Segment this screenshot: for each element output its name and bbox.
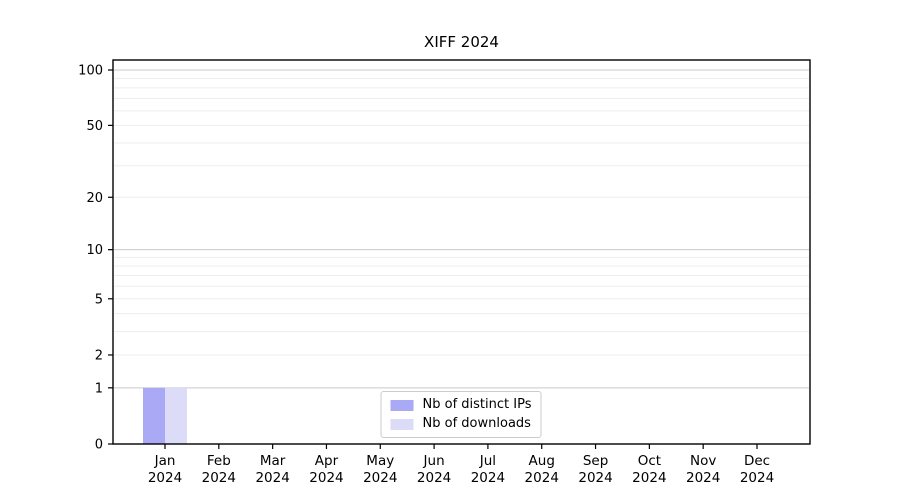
- x-tick-label-month: Oct: [638, 453, 661, 469]
- legend-swatch-downloads-icon: [390, 418, 414, 430]
- plot-frame: [112, 59, 811, 445]
- chart-title: XIFF 2024: [424, 33, 499, 51]
- x-tick-label-year: 2024: [525, 470, 559, 486]
- y-tick-label: 10: [86, 243, 103, 258]
- y-tick-label: 0: [95, 438, 103, 453]
- x-tick-label-year: 2024: [471, 470, 505, 486]
- x-tick-label-year: 2024: [632, 470, 666, 486]
- legend-swatch-distinct-ips-icon: [390, 399, 414, 411]
- legend-label: Nb of distinct IPs: [422, 397, 532, 412]
- x-tick-label-year: 2024: [255, 470, 289, 486]
- legend-item: Nb of distinct IPs: [390, 397, 532, 413]
- x-tick-label-month: Aug: [529, 453, 555, 469]
- x-tick-label-month: Jan: [154, 453, 176, 469]
- x-tick-label-month: Jun: [423, 453, 445, 469]
- y-tick-label: 2: [95, 348, 103, 363]
- y-tick-label: 50: [86, 119, 103, 134]
- x-tick-label-month: Jul: [479, 453, 496, 469]
- legend: Nb of distinct IPs Nb of downloads: [380, 391, 542, 438]
- legend-item: Nb of downloads: [390, 416, 532, 432]
- y-tick-label: 5: [95, 292, 103, 307]
- x-tick-label-month: Mar: [260, 453, 286, 469]
- x-tick-label-month: May: [366, 453, 394, 469]
- x-tick-label-month: Nov: [690, 453, 716, 469]
- y-tick-label: 100: [78, 64, 103, 79]
- x-tick-label-year: 2024: [363, 470, 397, 486]
- x-tick-label-month: Feb: [207, 453, 231, 469]
- x-tick-label-year: 2024: [202, 470, 236, 486]
- x-tick-label-year: 2024: [740, 470, 774, 486]
- y-tick-label: 1: [95, 381, 103, 396]
- x-tick-label-year: 2024: [578, 470, 612, 486]
- x-tick-label-month: Apr: [315, 453, 339, 469]
- bar-nb-of-downloads: [165, 387, 187, 444]
- x-tick-label-year: 2024: [148, 470, 182, 486]
- legend-label: Nb of downloads: [422, 416, 531, 431]
- x-tick-label-year: 2024: [417, 470, 451, 486]
- bar-nb-of-distinct-ips: [143, 387, 165, 444]
- x-tick-label-month: Sep: [583, 453, 608, 469]
- x-tick-label-year: 2024: [686, 470, 720, 486]
- x-tick-label-month: Dec: [744, 453, 770, 469]
- x-tick-label-year: 2024: [309, 470, 343, 486]
- y-tick-label: 20: [86, 191, 103, 206]
